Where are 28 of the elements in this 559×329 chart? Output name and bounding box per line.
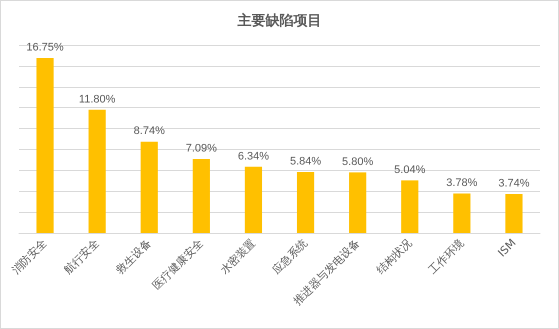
x-tick-label: 航行安全 [61,236,102,277]
bar [88,110,106,233]
x-tick-label: 结构状况 [374,236,414,277]
data-label: 3.78% [446,177,478,190]
bar [453,194,470,233]
data-label: 16.75% [26,42,64,54]
chart-title: 主要缺陷项目 [236,12,322,29]
x-tick-label: 水密装置 [218,236,258,277]
data-label: 7.09% [186,142,218,154]
x-tick-label: 工作环境 [426,236,466,277]
bar [192,158,210,233]
bar [505,194,523,233]
data-label: 5.04% [394,164,426,176]
x-tick-label: ISM [495,236,519,260]
data-label: 5.84% [290,156,322,168]
bar [349,172,366,233]
x-tick-label: 应急系统 [270,236,310,277]
data-label: 11.80% [78,93,116,106]
x-tick-label: 消防安全 [9,236,50,277]
data-label: 6.34% [238,150,270,162]
bar [140,142,158,233]
bar [244,166,262,233]
data-label: 5.80% [342,156,374,168]
bar [401,180,418,233]
data-label: 8.74% [134,125,166,138]
bar [296,172,314,233]
bar [36,58,54,233]
data-label: 3.74% [498,177,530,190]
